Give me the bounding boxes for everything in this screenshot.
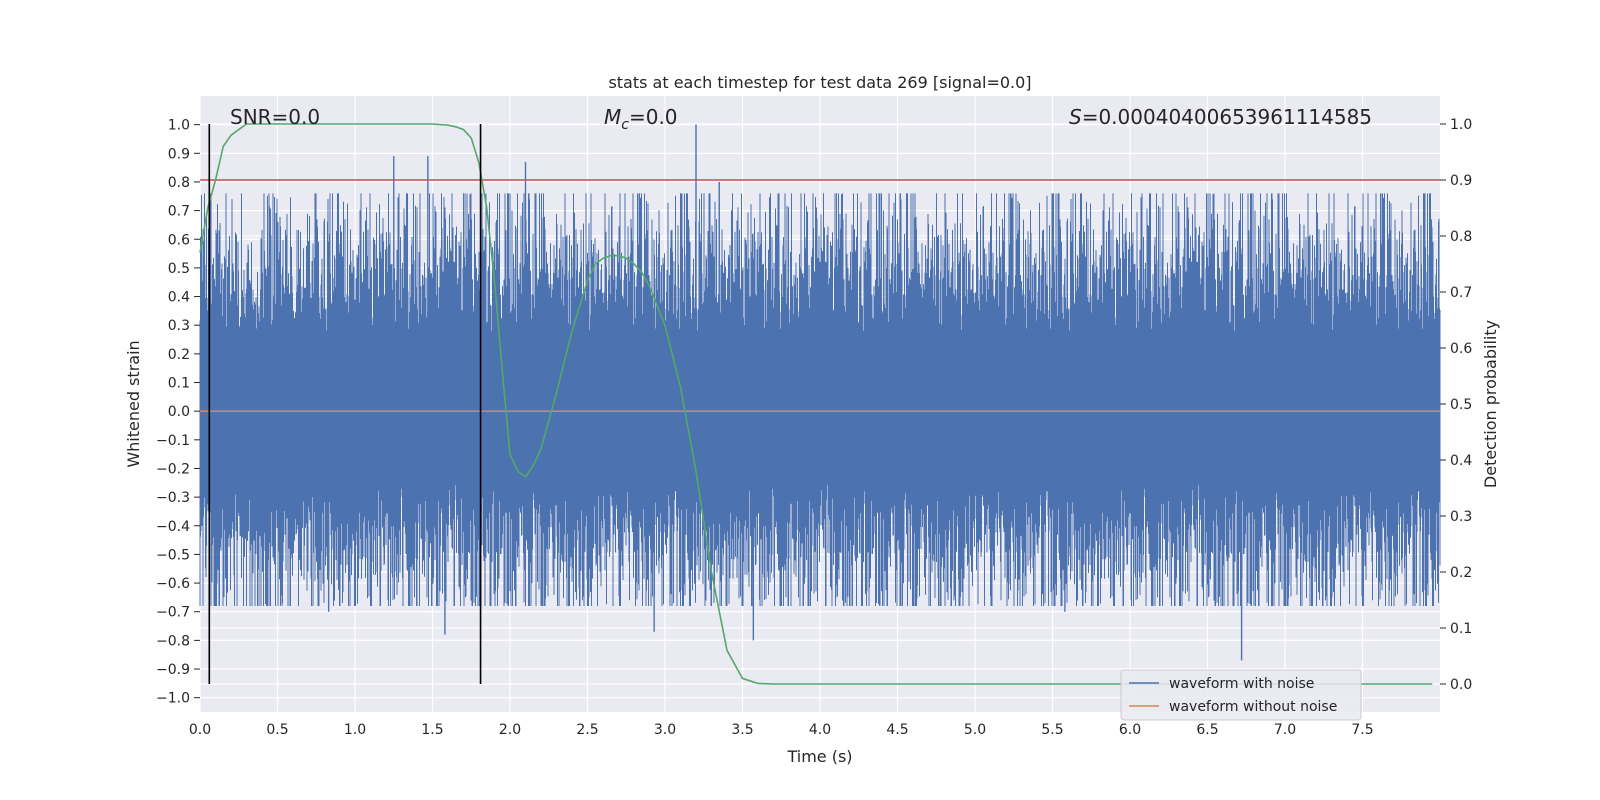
legend-label-waveform-without-noise: waveform without noise	[1169, 699, 1337, 715]
y-left-tick-label: 0.2	[168, 347, 190, 363]
x-axis: 0.0 0.5 1.0 1.5 2.0 2.5 3.0 3.5 4.0 4.5 5.0 5.5 6.0 6…	[189, 722, 1374, 738]
chirp-mass-symbol: M	[604, 105, 621, 129]
x-tick-label: 1.0	[344, 722, 366, 738]
y-left-tick-label: −0.9	[156, 662, 190, 678]
legend-label-waveform-with-noise: waveform with noise	[1169, 676, 1314, 692]
x-tick-label: 4.5	[886, 722, 908, 738]
x-tick-label: 7.5	[1351, 722, 1373, 738]
y-axis-left: −1.0 −0.9 −0.8 −0.7 −0.6 −0.5 −0.4 −0.3 −0.2 −0.1…	[156, 118, 200, 707]
chirp-mass-value: =0.0	[629, 105, 678, 129]
x-tick-label: 5.5	[1041, 722, 1063, 738]
y-left-tick-label: 0.5	[168, 261, 190, 277]
y-axis-right-label: Detection probability	[1481, 320, 1500, 488]
series-waveform-with-noise	[199, 124, 1441, 661]
x-tick-label: 0.0	[189, 722, 211, 738]
x-tick-label: 1.5	[421, 722, 443, 738]
s-annotation: S=0.00040400653961114585	[1069, 105, 1372, 129]
y-right-tick-label: 0.9	[1450, 173, 1472, 189]
x-tick-label: 3.0	[654, 722, 676, 738]
y-axis-right: 0.0 0.1 0.2 0.3 0.4 0.5 0.6 0.7 0.8 0.9 1.0	[1440, 117, 1472, 693]
y-axis-left-label: Whitened strain	[124, 340, 143, 467]
noise-trace	[199, 193, 1441, 606]
legend: waveform with noise waveform without noi…	[1120, 669, 1362, 721]
y-left-tick-label: −0.1	[156, 433, 190, 449]
y-right-tick-label: 0.2	[1450, 565, 1472, 581]
y-left-tick-label: −0.8	[156, 633, 190, 649]
y-left-tick-label: −1.0	[156, 691, 190, 707]
x-tick-label: 0.5	[266, 722, 288, 738]
y-right-tick-label: 0.4	[1450, 453, 1472, 469]
x-tick-label: 6.5	[1196, 722, 1218, 738]
x-tick-label: 5.0	[964, 722, 986, 738]
y-left-tick-label: −0.2	[156, 461, 190, 477]
x-tick-label: 2.0	[499, 722, 521, 738]
y-right-tick-label: 1.0	[1450, 117, 1472, 133]
x-tick-label: 2.5	[576, 722, 598, 738]
x-tick-label: 3.5	[731, 722, 753, 738]
y-left-tick-label: 0.7	[168, 204, 190, 220]
chart-title: stats at each timestep for test data 269…	[608, 73, 1031, 92]
x-axis-label: Time (s)	[786, 747, 852, 766]
y-left-tick-label: 0.6	[168, 232, 190, 248]
x-tick-label: 6.0	[1119, 722, 1141, 738]
s-symbol: S	[1069, 105, 1082, 129]
y-right-tick-label: 0.3	[1450, 509, 1472, 525]
series-detection-probability	[199, 123, 1433, 685]
snr-annotation: SNR=0.0	[230, 105, 320, 129]
chirp-mass-subscript: c	[621, 117, 629, 133]
y-right-tick-label: 0.5	[1450, 397, 1472, 413]
y-right-tick-label: 0.1	[1450, 621, 1472, 637]
y-right-tick-label: 0.8	[1450, 229, 1472, 245]
chirp-mass-annotation: Mc=0.0	[604, 105, 678, 133]
x-tick-label: 7.0	[1274, 722, 1296, 738]
y-left-tick-label: 0.3	[168, 318, 190, 334]
y-left-tick-label: 0.8	[168, 175, 190, 191]
y-left-tick-label: −0.6	[156, 576, 190, 592]
y-left-tick-label: −0.7	[156, 605, 190, 621]
series-lines	[199, 123, 1440, 685]
y-left-tick-label: 0.1	[168, 376, 190, 392]
y-left-tick-label: −0.3	[156, 490, 190, 506]
y-left-tick-label: −0.4	[156, 519, 190, 535]
legend-box	[1120, 669, 1362, 721]
x-tick-label: 4.0	[809, 722, 831, 738]
y-left-tick-label: −0.5	[156, 547, 190, 563]
s-value: =0.00040400653961114585	[1082, 105, 1372, 129]
y-left-tick-label: 0.4	[168, 290, 190, 306]
y-left-tick-label: 0.0	[168, 404, 190, 420]
y-left-tick-label: 1.0	[168, 118, 190, 134]
y-right-tick-label: 0.6	[1450, 341, 1472, 357]
y-right-tick-label: 0.7	[1450, 285, 1472, 301]
y-left-tick-label: 0.9	[168, 146, 190, 162]
y-right-tick-label: 0.0	[1450, 677, 1472, 693]
